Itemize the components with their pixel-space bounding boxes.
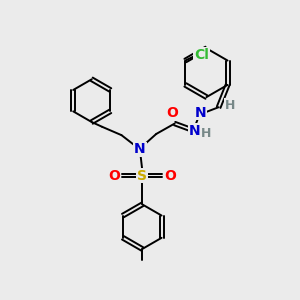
Text: Cl: Cl <box>194 48 209 62</box>
Text: N: N <box>194 106 206 120</box>
Text: H: H <box>201 128 211 140</box>
Text: N: N <box>134 142 146 156</box>
Text: O: O <box>164 169 176 183</box>
Text: O: O <box>109 169 121 183</box>
Text: N: N <box>189 124 201 138</box>
Text: H: H <box>225 99 235 112</box>
Text: S: S <box>137 169 147 183</box>
Text: O: O <box>167 106 178 120</box>
